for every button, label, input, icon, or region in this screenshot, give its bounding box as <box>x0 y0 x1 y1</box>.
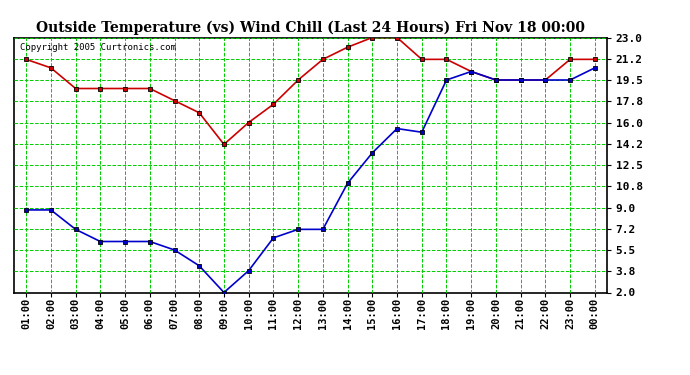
Text: Copyright 2005 Curtronics.com: Copyright 2005 Curtronics.com <box>20 43 176 52</box>
Title: Outside Temperature (vs) Wind Chill (Last 24 Hours) Fri Nov 18 00:00: Outside Temperature (vs) Wind Chill (Las… <box>36 21 585 35</box>
